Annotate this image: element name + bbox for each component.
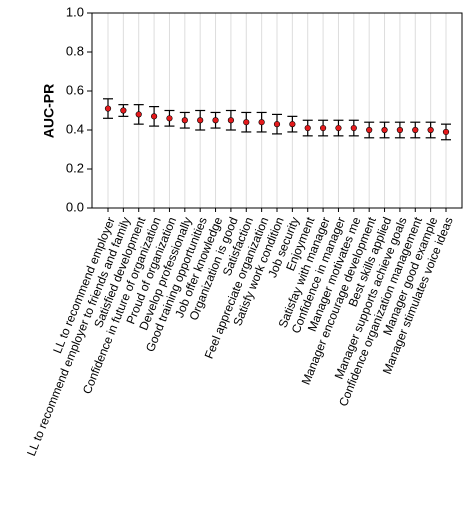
point (289, 121, 296, 128)
point (304, 124, 311, 132)
y-tick-label: 0.6 (66, 82, 84, 97)
point (181, 117, 188, 124)
point (273, 121, 281, 128)
y-axis-label: AUC-PR (41, 84, 57, 138)
point (135, 111, 142, 118)
point (335, 124, 342, 132)
point (366, 126, 373, 134)
point (120, 107, 127, 114)
point (412, 126, 419, 134)
y-tick-label: 0.2 (66, 160, 84, 175)
y-tick-label: 0.4 (66, 121, 84, 136)
y-tick-label: 0.0 (66, 199, 84, 214)
point (166, 115, 173, 122)
point (197, 117, 204, 124)
point (227, 117, 235, 124)
point (150, 113, 158, 120)
point (212, 117, 219, 124)
y-tick-label: 1.0 (66, 4, 84, 19)
point (381, 126, 388, 134)
point (104, 105, 112, 112)
point (396, 126, 404, 134)
point (427, 126, 434, 134)
point (243, 119, 250, 126)
point (258, 119, 265, 126)
point (442, 128, 450, 136)
point (319, 124, 327, 132)
point (350, 124, 357, 132)
y-tick-label: 0.8 (66, 43, 84, 58)
